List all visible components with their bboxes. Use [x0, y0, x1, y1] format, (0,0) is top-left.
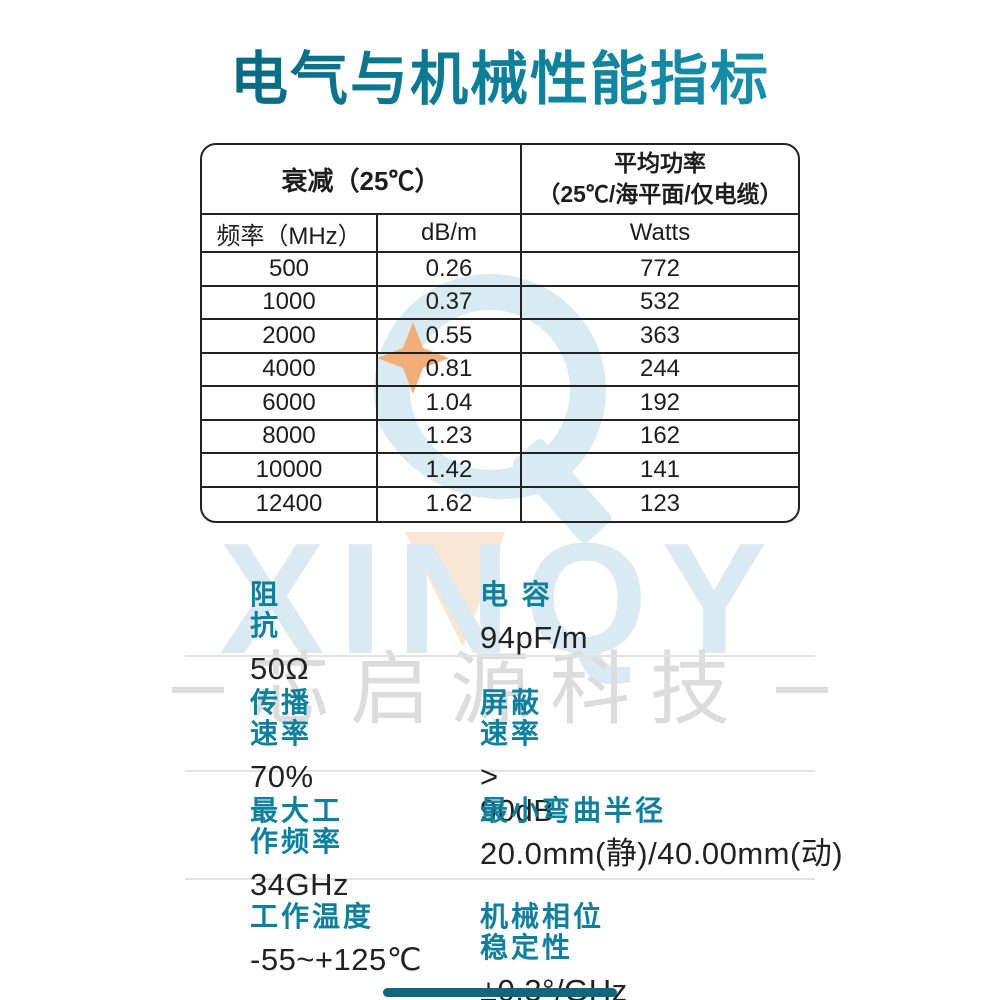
spec-velocity: 传播速率 70% [250, 687, 314, 794]
spec-value: 94pF/m [480, 619, 589, 655]
spec-label: 最小弯曲半径 [480, 795, 667, 826]
table-cell: 4000 [202, 353, 378, 387]
table-cell: 0.37 [378, 286, 522, 320]
spec-shielding: 屏蔽速率 > 90dB [480, 687, 555, 828]
avg-power-line2: （25℃/海平面/仅电缆） [537, 181, 783, 207]
spec-phase-stability: 机械相位稳定性 ±0.3°/GHz [480, 901, 628, 1000]
watermark-dash-left [172, 687, 224, 693]
table-cell: 12400 [202, 487, 378, 521]
column-header-watts: Watts [522, 215, 798, 253]
spec-value: 34GHz [250, 866, 349, 902]
table-cell: 0.26 [378, 253, 522, 287]
table-cell: 532 [522, 287, 798, 320]
table-cell: 10000 [202, 454, 378, 488]
spec-label: 屏蔽速率 [480, 687, 543, 749]
table-cell: 0.81 [378, 353, 522, 387]
table-cell: 162 [522, 421, 798, 454]
spec-label: 电 容 [480, 579, 553, 610]
spec-label: 传播速率 [250, 687, 313, 749]
table-cell: 8000 [202, 420, 378, 454]
column-header-frequency: 频率（MHz） [202, 215, 378, 253]
table-cell: 2000 [202, 320, 378, 354]
spec-value: 20.0mm(静)/40.00mm(动) [480, 835, 844, 871]
watermark-dash-right [776, 687, 828, 693]
table-cell: 141 [522, 454, 798, 488]
spec-label: 阻 抗 [250, 579, 282, 641]
performance-table: 衰减（25℃） 平均功率 （25℃/海平面/仅电缆） 频率（MHz） dB/m … [200, 143, 800, 523]
table-header-average-power: 平均功率 （25℃/海平面/仅电缆） [522, 145, 798, 215]
page-title: 电气与机械性能指标 [0, 32, 1000, 116]
column-header-dbm: dB/m [378, 215, 522, 253]
spec-bend-radius: 最小弯曲半径 20.0mm(静)/40.00mm(动) [480, 795, 844, 871]
spec-label: 工作温度 [250, 901, 375, 932]
table-cell: 0.55 [378, 320, 522, 354]
spec-capacitance: 电 容 94pF/m [480, 579, 589, 655]
section-divider [185, 878, 815, 880]
table-cell: 244 [522, 354, 798, 387]
table-cell: 1.42 [378, 454, 522, 488]
table-header-attenuation: 衰减（25℃） [202, 145, 522, 215]
spec-max-frequency: 最大工作频率 34GHz [250, 795, 349, 902]
spec-value: 70% [250, 758, 314, 794]
table-cell: 1.04 [378, 387, 522, 421]
table-cell: 1.23 [378, 420, 522, 454]
table-cell: 1.62 [378, 487, 522, 521]
section-divider [185, 770, 815, 772]
avg-power-line1: 平均功率 [614, 149, 706, 176]
spec-value: -55~+125℃ [250, 941, 423, 977]
table-cell: 500 [202, 253, 378, 287]
spec-label: 机械相位稳定性 [480, 901, 605, 963]
spec-value: 50Ω [250, 650, 310, 686]
section-divider [185, 655, 815, 657]
table-cell: 1000 [202, 286, 378, 320]
table-cell: 363 [522, 320, 798, 354]
spec-operating-temperature: 工作温度 -55~+125℃ [250, 901, 423, 977]
table-cell: 772 [522, 253, 798, 287]
footer-bar [383, 988, 617, 997]
table-cell: 6000 [202, 387, 378, 421]
spec-impedance: 阻 抗 50Ω [250, 579, 310, 686]
spec-label: 最大工作频率 [250, 795, 344, 857]
spec-value: > 90dB [480, 758, 555, 828]
table-cell: 123 [639, 490, 681, 518]
table-cell: 192 [522, 387, 798, 421]
